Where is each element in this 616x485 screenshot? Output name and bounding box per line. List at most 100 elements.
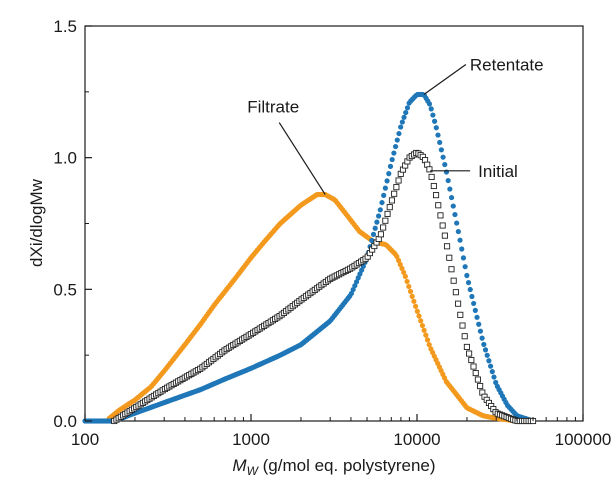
retentate-marker bbox=[389, 156, 395, 163]
initial-marker bbox=[450, 277, 457, 284]
retentate-marker bbox=[403, 109, 409, 116]
filtrate-marker bbox=[395, 257, 402, 264]
axis-layer: 100 1000 10000 100000 0.0 0.5 1.0 1.5 bbox=[53, 17, 611, 449]
filtrate-marker bbox=[412, 303, 419, 309]
annotation-label-retentate: Retentate bbox=[470, 55, 544, 74]
x-axis-title-subscript: W bbox=[247, 464, 260, 478]
initial-marker bbox=[377, 231, 384, 238]
initial-marker bbox=[439, 222, 446, 229]
retentate-marker bbox=[355, 275, 361, 281]
initial-marker bbox=[393, 184, 400, 191]
y-tick-label: 0.5 bbox=[53, 280, 77, 299]
initial-marker bbox=[459, 322, 466, 329]
retentate-marker bbox=[447, 186, 453, 192]
retentate-marker bbox=[460, 255, 467, 261]
retentate-marker bbox=[471, 300, 477, 307]
retentate-marker bbox=[477, 328, 484, 334]
retentate-marker bbox=[392, 143, 399, 150]
y-tick-label: 1.0 bbox=[53, 149, 77, 168]
retentate-marker bbox=[377, 207, 383, 213]
initial-marker bbox=[448, 266, 455, 273]
retentate-marker bbox=[374, 219, 380, 225]
retentate-marker bbox=[437, 139, 443, 146]
initial-marker bbox=[470, 363, 477, 370]
retentate-marker bbox=[426, 101, 433, 107]
initial-marker bbox=[386, 204, 393, 211]
initial-marker bbox=[437, 212, 444, 219]
filtrate-marker bbox=[407, 288, 414, 294]
retentate-marker bbox=[386, 171, 392, 177]
filtrate-marker bbox=[402, 273, 408, 280]
retentate-marker bbox=[382, 185, 388, 191]
retentate-marker bbox=[442, 161, 448, 168]
retentate-marker bbox=[459, 246, 465, 252]
retentate-marker bbox=[394, 137, 400, 143]
retentate-marker bbox=[401, 114, 407, 120]
initial-marker bbox=[388, 197, 396, 204]
series-layer bbox=[82, 91, 537, 425]
initial-marker bbox=[446, 254, 453, 261]
retentate-marker bbox=[465, 279, 472, 286]
retentate-marker bbox=[469, 293, 475, 300]
filtrate-marker bbox=[421, 327, 427, 333]
retentate-marker bbox=[348, 290, 355, 297]
filtrate-marker bbox=[404, 278, 410, 285]
initial-marker bbox=[457, 311, 464, 318]
retentate-marker bbox=[370, 231, 377, 237]
x-axis-title-units: (g/mol eq. polystyrene) bbox=[258, 456, 436, 475]
retentate-marker bbox=[462, 264, 468, 270]
retentate-marker bbox=[486, 358, 492, 364]
retentate-marker bbox=[375, 213, 382, 219]
retentate-marker bbox=[491, 374, 497, 380]
retentate-marker bbox=[448, 194, 455, 201]
retentate-marker bbox=[353, 279, 360, 285]
retentate-marker bbox=[454, 220, 460, 226]
filtrate-marker bbox=[424, 337, 431, 343]
initial-marker bbox=[428, 173, 435, 181]
initial-marker bbox=[395, 177, 402, 184]
retentate-marker bbox=[452, 211, 458, 218]
y-tick-label: 1.5 bbox=[53, 17, 77, 36]
initial-marker bbox=[452, 289, 459, 296]
retentate-marker bbox=[431, 118, 438, 124]
initial-marker bbox=[477, 382, 484, 390]
x-tick-label: 1000 bbox=[232, 430, 270, 449]
initial-marker bbox=[430, 182, 437, 190]
filtrate-marker bbox=[423, 332, 429, 338]
retentate-marker bbox=[428, 106, 434, 112]
retentate-marker bbox=[445, 177, 451, 184]
x-tick-label: 10000 bbox=[393, 430, 440, 449]
retentate-marker bbox=[438, 147, 444, 153]
initial-marker bbox=[455, 300, 462, 307]
y-tick-label: 0.0 bbox=[53, 412, 77, 431]
retentate-marker bbox=[476, 321, 482, 327]
initial-marker bbox=[441, 232, 448, 239]
retentate-marker bbox=[404, 105, 411, 111]
retentate-marker bbox=[398, 124, 404, 130]
y-axis-title: dXi/dlogMw bbox=[27, 178, 46, 267]
retentate-marker bbox=[450, 203, 456, 209]
retentate-marker bbox=[350, 286, 356, 293]
retentate-marker bbox=[379, 199, 385, 206]
filtrate-marker bbox=[416, 313, 422, 319]
filtrate-marker bbox=[399, 265, 405, 272]
annotation-label-initial: Initial bbox=[478, 162, 518, 181]
retentate-marker bbox=[352, 283, 358, 289]
filtrate-marker bbox=[414, 308, 420, 314]
initial-marker bbox=[466, 350, 473, 357]
filtrate-marker bbox=[419, 322, 426, 329]
retentate-marker bbox=[391, 150, 397, 156]
initial-marker bbox=[474, 376, 481, 383]
x-tick-label: 100000 bbox=[555, 430, 612, 449]
retentate-marker bbox=[399, 119, 405, 125]
filtrate-marker bbox=[426, 342, 432, 348]
initial-marker bbox=[384, 210, 391, 217]
initial-marker bbox=[444, 243, 451, 250]
retentate-marker bbox=[433, 125, 439, 131]
initial-marker bbox=[382, 217, 389, 224]
retentate-marker bbox=[359, 267, 365, 273]
retentate-marker bbox=[360, 263, 366, 269]
initial-marker bbox=[463, 343, 470, 350]
